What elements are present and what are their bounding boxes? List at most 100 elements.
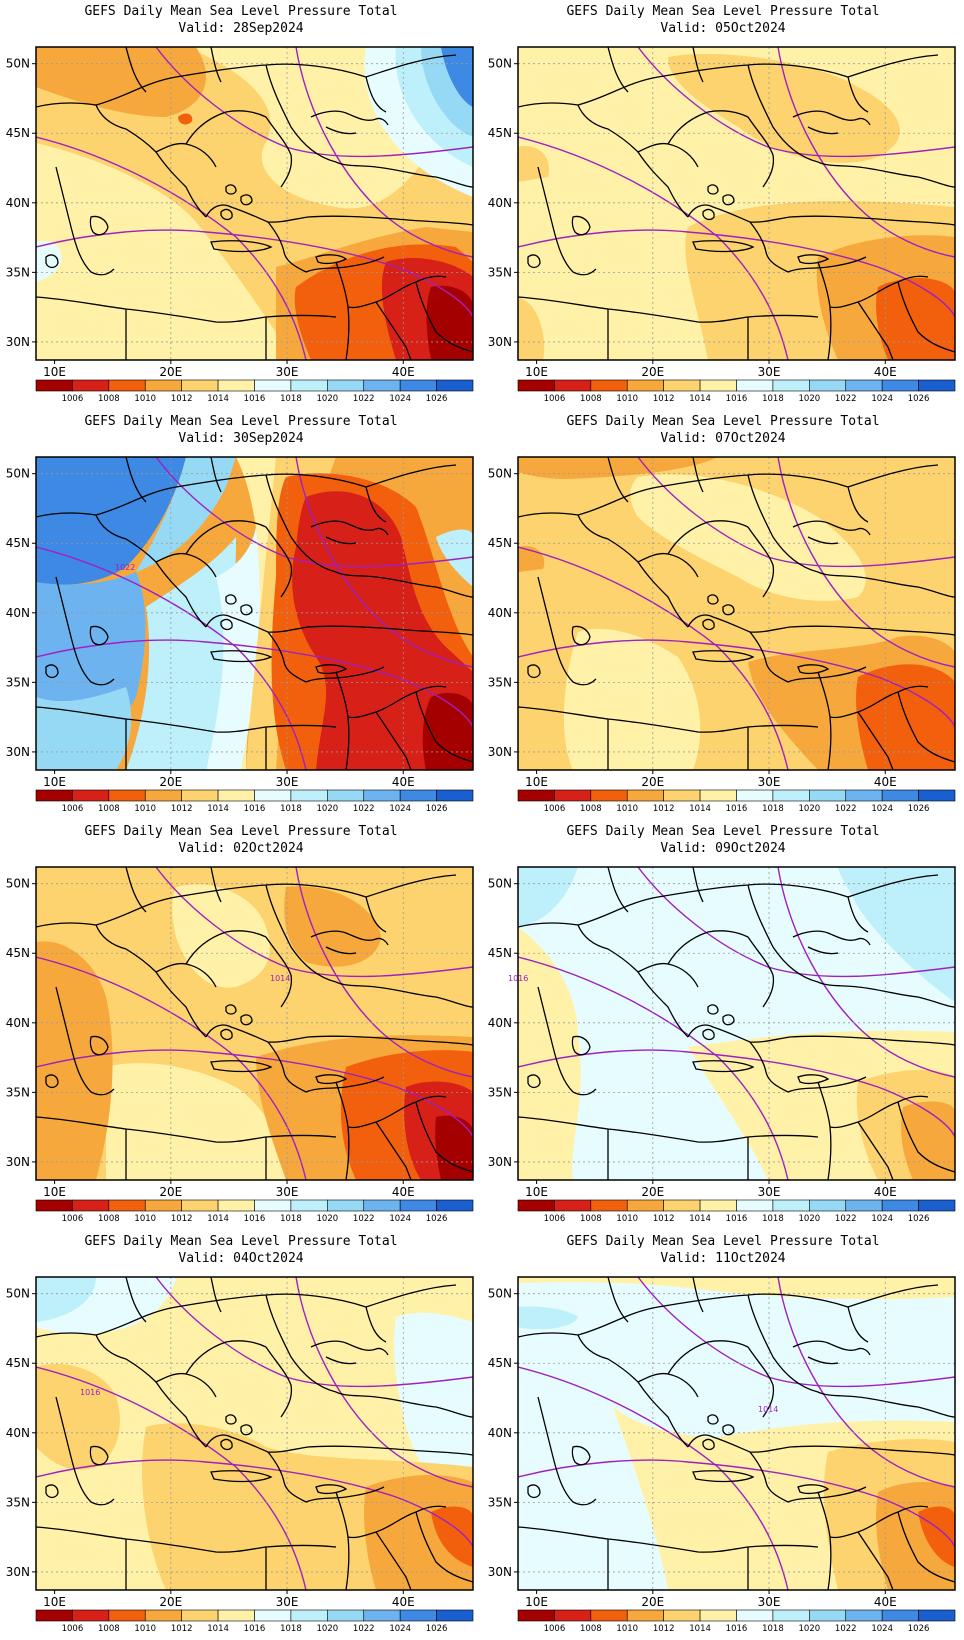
country-border (205, 1024, 473, 1046)
colorbar-swatch (181, 379, 219, 392)
country-border (36, 1116, 337, 1143)
country-border (325, 536, 357, 545)
country-border (797, 664, 830, 675)
colorbar-swatch (809, 1609, 847, 1622)
country-border (305, 666, 385, 683)
longitude-label: 40E (874, 775, 897, 789)
colorbar-swatch (290, 1609, 328, 1622)
colorbar-label: 1026 (908, 1214, 930, 1224)
map-panel: GEFS Daily Mean Sea Level Pressure Total… (482, 410, 964, 820)
country-border (205, 204, 473, 226)
country-border (310, 520, 389, 536)
pressure-band (186, 47, 426, 209)
country-border (220, 1438, 233, 1451)
country-border (607, 47, 629, 93)
colorbar-swatch (436, 1199, 474, 1212)
colorbar-swatch (590, 1609, 628, 1622)
colorbar-label: 1008 (98, 1624, 120, 1634)
colorbar-swatch (663, 1609, 701, 1622)
latitude-label: 35N (6, 675, 30, 689)
country-border (415, 1101, 473, 1173)
pressure-band (518, 1277, 955, 1300)
pressure-band (876, 277, 955, 360)
country-border (897, 1511, 955, 1583)
country-border (265, 116, 293, 188)
isobar (155, 1277, 473, 1388)
pressure-band (426, 285, 473, 360)
colorbar-label: 1008 (580, 394, 602, 404)
pressure-band (435, 1115, 473, 1180)
colorbar-swatch (72, 379, 110, 392)
country-border (707, 184, 719, 195)
country-border (36, 1284, 457, 1338)
isobar (518, 1049, 955, 1138)
country-border (267, 221, 307, 273)
isobar-label: 1014 (758, 1405, 778, 1414)
latitude-label: 50N (488, 1287, 512, 1301)
country-border (571, 625, 591, 646)
country-border (518, 464, 939, 518)
panel-title: GEFS Daily Mean Sea Level Pressure Total (84, 1234, 398, 1249)
colorbar-label: 1022 (353, 394, 375, 404)
colorbar-label: 1006 (62, 1624, 84, 1634)
pressure-band (518, 927, 581, 1180)
colorbar-label: 1024 (871, 394, 893, 404)
colorbar-swatch (254, 1609, 292, 1622)
country-border (220, 1028, 233, 1041)
country-border (692, 1060, 755, 1073)
colorbar-label: 1014 (689, 394, 711, 404)
country-border (722, 194, 735, 206)
colorbar-swatch (881, 379, 919, 392)
country-border (305, 256, 385, 273)
pressure-band (364, 1475, 473, 1590)
map-panel: GEFS Daily Mean Sea Level Pressure Total… (482, 820, 964, 1230)
colorbar-label: 1016 (726, 804, 748, 814)
colorbar-swatch (918, 379, 956, 392)
colorbar-label: 1016 (244, 1214, 266, 1224)
pressure-map: 1016 50N 45N 40N 35N 30N 10E 20E 30E 40E 1006 1008 1… (488, 866, 956, 1224)
longitude-label: 10E (43, 365, 66, 379)
colorbar-swatch (918, 789, 956, 802)
latitude-label: 30N (488, 1155, 512, 1169)
country-border (267, 1041, 307, 1093)
country-border (225, 1004, 237, 1015)
pressure-map: 1014 50N 45N 40N 35N 30N 10E 20E 30E 40E 1006 1008 1… (6, 866, 474, 1224)
country-border (225, 184, 237, 195)
colorbar-label: 1020 (799, 1624, 821, 1634)
pressure-band (284, 886, 381, 967)
colorbar-swatch (35, 1609, 73, 1622)
colorbar-label: 1024 (871, 1624, 893, 1634)
isobar (518, 136, 789, 360)
longitude-label: 20E (641, 1595, 664, 1609)
colorbar-swatch (327, 1609, 365, 1622)
country-border (240, 1424, 253, 1436)
country-border (707, 594, 719, 605)
pressure-map: 1014 50N 45N 40N 35N 30N 10E 20E 30E 40E 1006 1008 1… (488, 1276, 956, 1634)
map-frame (35, 866, 474, 1181)
country-border (518, 1284, 939, 1338)
colorbar-swatch (626, 379, 664, 392)
country-border (897, 1101, 955, 1173)
country-border (45, 254, 59, 269)
country-border (310, 110, 389, 126)
country-border (797, 1484, 830, 1495)
country-border (702, 208, 715, 221)
colorbar-label: 1010 (616, 804, 638, 814)
country-border (89, 625, 109, 646)
panel-valid-date: Valid: 02Oct2024 (178, 841, 304, 856)
colorbar-label: 1020 (317, 1214, 339, 1224)
country-border (365, 896, 387, 933)
country-border (518, 706, 819, 733)
latitude-label: 40N (488, 196, 512, 210)
country-border (722, 1424, 735, 1436)
panel-title: GEFS Daily Mean Sea Level Pressure Total (566, 4, 880, 19)
country-border (817, 161, 955, 188)
panel-title: GEFS Daily Mean Sea Level Pressure Total (566, 1234, 880, 1249)
country-border (747, 884, 819, 983)
country-border (817, 1391, 955, 1418)
colorbar-swatch (736, 1199, 774, 1212)
country-border (335, 981, 473, 1008)
colorbar-label: 1012 (653, 1214, 675, 1224)
colorbar-label: 1006 (62, 804, 84, 814)
colorbar-label: 1022 (353, 804, 375, 814)
